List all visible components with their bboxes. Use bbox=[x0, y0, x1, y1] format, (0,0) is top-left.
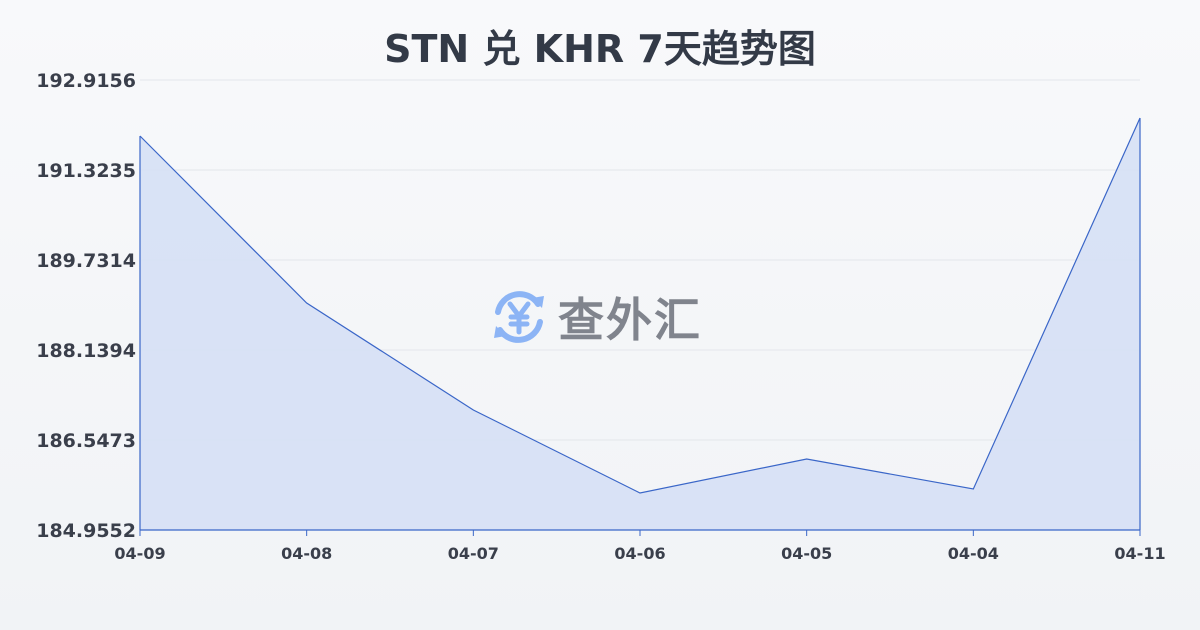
y-tick-label: 184.9552 bbox=[36, 520, 136, 542]
area-fill bbox=[140, 118, 1140, 530]
x-tick-label: 04-11 bbox=[1114, 544, 1165, 563]
yen-exchange-icon bbox=[494, 291, 544, 343]
y-tick-label: 192.9156 bbox=[36, 70, 136, 92]
x-tick-label: 04-09 bbox=[114, 544, 165, 563]
watermark: 查外汇 bbox=[488, 284, 702, 350]
y-tick-label: 186.5473 bbox=[36, 430, 136, 452]
watermark-text: 查外汇 bbox=[558, 293, 702, 347]
x-tick-label: 04-07 bbox=[448, 544, 499, 563]
x-tick-label: 04-08 bbox=[281, 544, 332, 563]
x-tick-label: 04-05 bbox=[781, 544, 832, 563]
y-tick-label: 191.3235 bbox=[36, 160, 136, 182]
y-tick-label: 189.7314 bbox=[36, 250, 136, 272]
chart-title: STN 兑 KHR 7天趋势图 bbox=[384, 27, 816, 71]
y-tick-label: 188.1394 bbox=[36, 340, 136, 362]
x-tick-label: 04-04 bbox=[948, 544, 999, 563]
x-tick-label: 04-06 bbox=[614, 544, 665, 563]
